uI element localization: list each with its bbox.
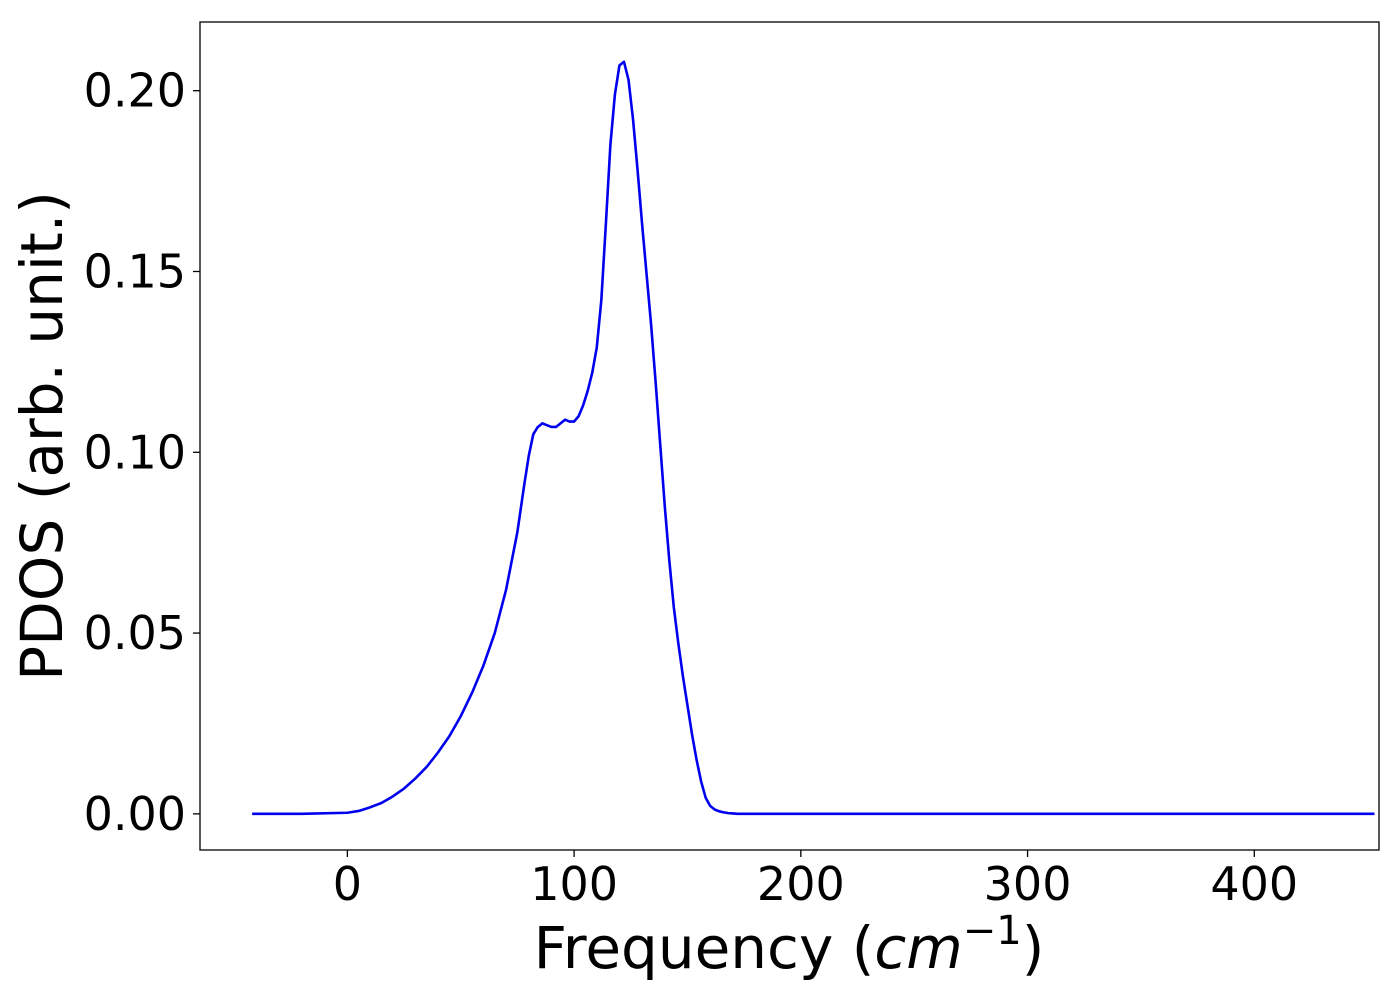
y-tick-label: 0.15 bbox=[84, 244, 186, 298]
x-axis-label-close: ) bbox=[1022, 914, 1045, 982]
y-tick-label: 0.10 bbox=[84, 425, 186, 479]
x-tick-label: 100 bbox=[530, 857, 618, 911]
x-axis-label-math: cm bbox=[874, 914, 962, 982]
pdos-series-line bbox=[252, 60, 1375, 816]
x-axis-label-exponent: −1 bbox=[963, 908, 1022, 954]
tick-layer: 0 100 200 300 400 0.00 0.05 0.10 0.15 0.20 bbox=[84, 64, 1299, 911]
x-axis-label: Frequency (cm−1) bbox=[534, 908, 1045, 982]
x-tick-label: 200 bbox=[757, 857, 845, 911]
x-tick-label: 400 bbox=[1210, 857, 1298, 911]
y-tick-label: 0.00 bbox=[84, 787, 186, 841]
y-tick-label: 0.20 bbox=[84, 64, 186, 118]
series-layer bbox=[252, 60, 1375, 816]
plot-frame bbox=[199, 21, 1380, 851]
y-axis-label: PDOS (arb. unit.) bbox=[8, 191, 76, 681]
y-tick-label: 0.05 bbox=[84, 606, 186, 660]
x-tick-label: 0 bbox=[333, 857, 362, 911]
x-axis-label-text: Frequency ( bbox=[534, 914, 875, 982]
x-tick-label: 300 bbox=[984, 857, 1072, 911]
